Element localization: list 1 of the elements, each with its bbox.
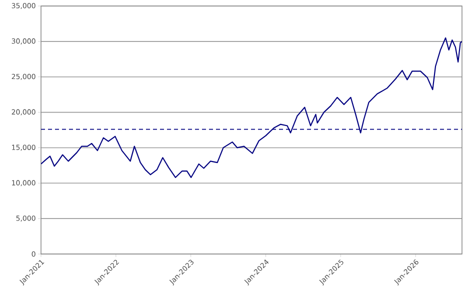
line-series [41,37,462,178]
